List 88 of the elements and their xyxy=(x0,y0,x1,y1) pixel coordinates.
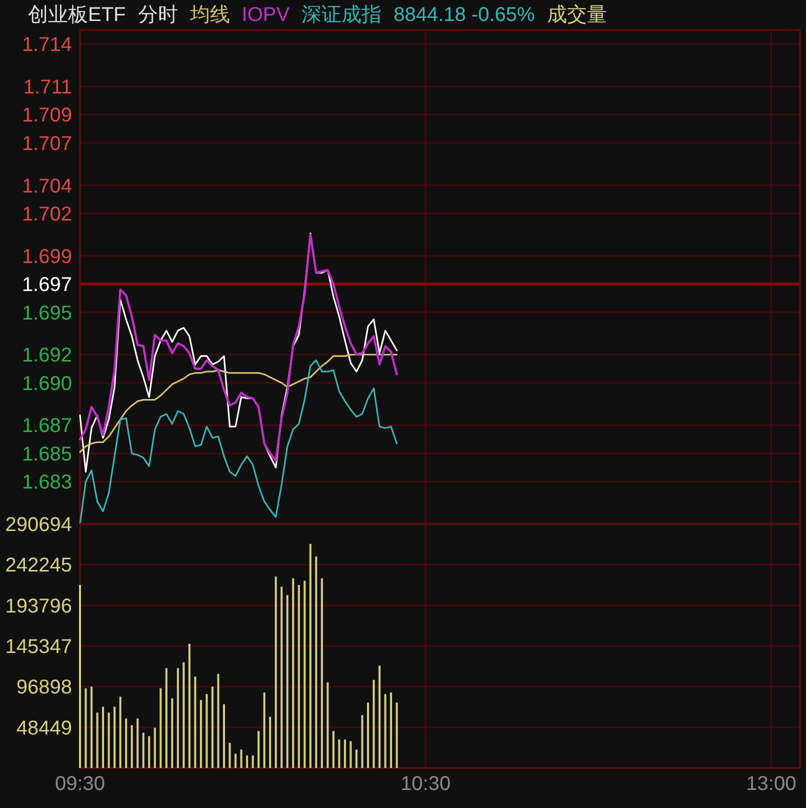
bar xyxy=(125,718,128,768)
bar xyxy=(136,718,139,768)
bar xyxy=(79,585,81,768)
bar xyxy=(114,706,116,768)
bar xyxy=(320,578,323,768)
y-tick-label: 1.683 xyxy=(22,472,72,494)
y-tick-label: 1.702 xyxy=(22,203,72,226)
bar xyxy=(102,706,104,768)
bar xyxy=(234,754,237,768)
chart-title: 创业板ETF xyxy=(28,4,126,26)
bar xyxy=(258,731,260,768)
y-tick-label: 48449 xyxy=(16,717,72,740)
bar xyxy=(223,704,225,768)
y-tick-label: 1.714 xyxy=(22,34,72,56)
bar xyxy=(96,712,98,768)
text: 均线 xyxy=(188,4,230,26)
y-tick-label: 1.692 xyxy=(22,344,72,367)
y-tick-label: 1.709 xyxy=(22,104,72,127)
bar xyxy=(367,702,369,768)
y-tick-label: 1.697 xyxy=(22,274,72,296)
bar xyxy=(280,586,283,768)
bar xyxy=(194,676,196,768)
bar xyxy=(142,732,144,768)
bar xyxy=(332,731,334,768)
bar xyxy=(217,674,220,768)
bar xyxy=(252,755,254,768)
bar xyxy=(263,692,266,768)
y-tick-label: 1.690 xyxy=(22,372,72,395)
y-tick-label: 96898 xyxy=(16,676,72,699)
y-tick-label: 193796 xyxy=(5,595,72,618)
bar xyxy=(148,736,150,768)
y-tick-label: 1.685 xyxy=(22,443,72,466)
y-tick-label: 290694 xyxy=(5,514,72,536)
bar xyxy=(361,715,364,768)
y-tick-label: 1.711 xyxy=(23,76,72,98)
bar xyxy=(304,580,306,768)
text: 深证成指 xyxy=(302,4,382,26)
line-series xyxy=(79,359,398,525)
bar xyxy=(130,725,133,768)
y-tick-label: 1.699 xyxy=(22,246,72,268)
x-tick-label: 09:30 xyxy=(54,773,106,795)
bar xyxy=(188,644,190,768)
bar xyxy=(200,700,202,768)
bar xyxy=(160,688,162,768)
bar xyxy=(315,556,318,768)
bar xyxy=(372,680,375,768)
bar xyxy=(165,668,168,768)
bar xyxy=(84,688,87,768)
bar xyxy=(274,576,277,768)
y-tick-label: 145347 xyxy=(5,636,72,658)
x-tick-label: 10:30 xyxy=(400,773,451,795)
bar xyxy=(326,682,329,768)
bar xyxy=(211,686,214,768)
bar xyxy=(298,585,300,768)
bar xyxy=(350,741,352,768)
y-tick-label: 242245 xyxy=(5,554,72,577)
bar xyxy=(292,578,294,768)
bar xyxy=(344,739,346,768)
bar xyxy=(384,694,386,768)
bar xyxy=(390,692,392,768)
y-tick-label: 1.695 xyxy=(22,302,72,324)
text: 8844.18 -0.65% xyxy=(394,4,536,26)
bar xyxy=(90,686,93,768)
bar xyxy=(176,668,179,768)
line-series xyxy=(79,354,398,453)
bar xyxy=(182,662,185,768)
bar xyxy=(269,716,272,768)
bar xyxy=(206,694,208,768)
bar xyxy=(154,728,156,768)
bar xyxy=(309,544,312,768)
y-tick-label: 1.704 xyxy=(22,175,72,198)
y-tick-label: 1.687 xyxy=(22,415,72,438)
x-tick-label: 13:00 xyxy=(746,773,796,795)
text: 成交量 xyxy=(546,4,607,26)
bar xyxy=(171,698,174,768)
bar xyxy=(396,702,398,768)
bar xyxy=(355,750,358,768)
bar xyxy=(378,666,381,768)
bar xyxy=(286,595,288,768)
bar xyxy=(108,712,110,768)
bar xyxy=(240,750,242,768)
bar xyxy=(338,739,340,768)
bar xyxy=(228,742,231,768)
y-tick-label: 1.707 xyxy=(22,132,72,155)
chart-subtitle: 分时 xyxy=(138,4,178,26)
bar xyxy=(119,696,122,768)
text: IOPV xyxy=(242,4,290,26)
bar xyxy=(246,755,248,768)
